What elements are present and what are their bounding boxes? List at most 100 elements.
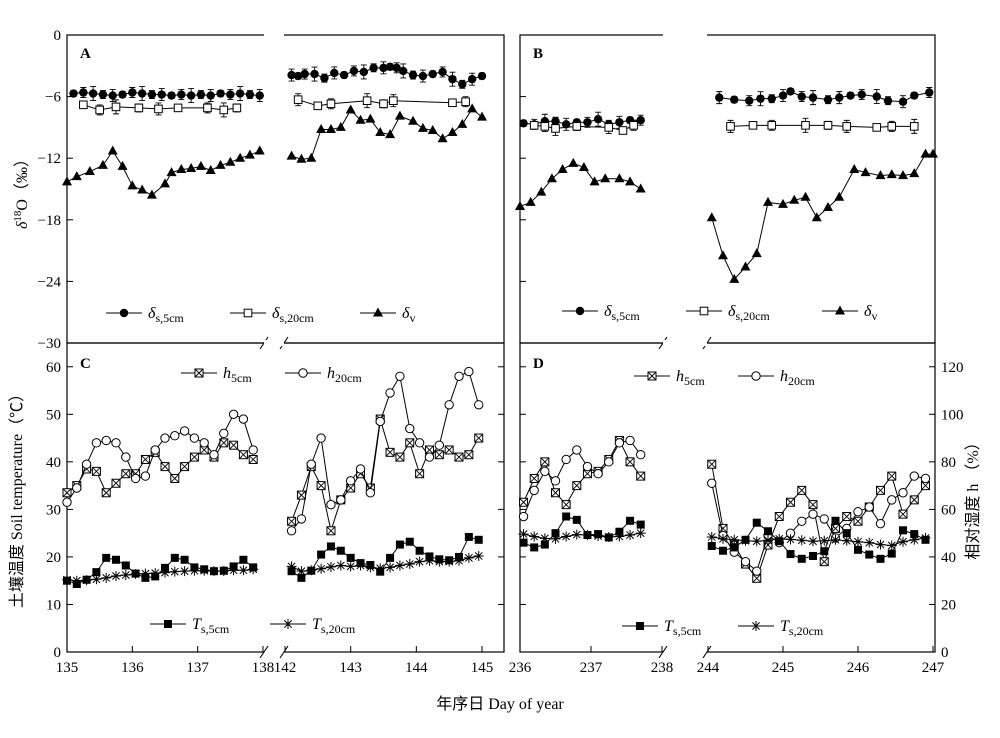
data-point: [887, 549, 896, 558]
data-point: [774, 533, 785, 544]
data-point: [316, 123, 327, 133]
data-point: [62, 176, 72, 186]
y2-tick-label: 120: [941, 360, 964, 376]
series-line: [711, 153, 933, 281]
y2-tick-label: 20: [941, 597, 956, 613]
data-point: [864, 537, 875, 548]
data-point: [525, 196, 536, 206]
data-point: [842, 512, 852, 522]
legend-label: Ts,5cm: [192, 616, 230, 636]
legend-label: h5cm: [676, 368, 705, 388]
data-point: [707, 478, 717, 488]
data-point: [101, 435, 111, 446]
data-point: [518, 529, 529, 540]
x-tick-label: 135: [56, 660, 79, 676]
data-point: [418, 71, 428, 81]
data-point: [928, 148, 938, 158]
data-point: [112, 555, 120, 564]
data-point: [355, 114, 366, 124]
data-point: [176, 163, 187, 173]
data-point: [424, 555, 435, 566]
data-point: [551, 488, 560, 498]
data-point: [849, 163, 860, 173]
series-line: [523, 439, 642, 517]
axis-break-gap: [264, 32, 284, 38]
data-point: [603, 531, 614, 542]
data-point: [424, 452, 435, 462]
legend-item: δs,5cm: [562, 303, 640, 323]
data-point: [326, 526, 336, 536]
data-point: [346, 553, 355, 562]
data-point: [228, 409, 239, 420]
data-point: [121, 452, 131, 462]
x-tick-label: 138: [252, 660, 275, 676]
data-point: [186, 162, 197, 172]
data-point: [819, 557, 829, 567]
data-point: [414, 438, 425, 448]
data-point: [786, 550, 795, 559]
data-point: [134, 103, 144, 113]
data-point: [797, 554, 806, 563]
data-point: [529, 485, 539, 496]
legend-label: δv: [402, 305, 415, 325]
data-point: [540, 540, 549, 549]
data-point: [751, 248, 762, 258]
series-line: [291, 370, 480, 532]
data-point: [209, 566, 219, 577]
data-point: [427, 124, 438, 134]
data-point: [448, 74, 457, 84]
data-point: [405, 537, 414, 546]
data-point: [823, 201, 833, 211]
series-line: [730, 124, 915, 128]
data-point: [823, 121, 833, 130]
data-point: [797, 92, 806, 101]
data-point: [477, 111, 487, 121]
data-point: [88, 89, 98, 98]
data-point: [910, 91, 919, 100]
data-point: [854, 545, 862, 554]
data-point: [464, 450, 474, 460]
data-point: [842, 122, 852, 131]
data-point: [767, 121, 777, 130]
panel-label-A: A: [80, 46, 91, 62]
data-point: [306, 459, 316, 469]
data-point: [846, 91, 855, 100]
data-point: [865, 550, 874, 559]
data-point: [551, 124, 560, 133]
data-point: [706, 531, 717, 542]
data-point: [536, 186, 547, 196]
legend-item: Ts,5cm: [150, 616, 230, 636]
x-tick-label: 246: [847, 660, 870, 676]
data-point: [834, 191, 845, 201]
data-point: [519, 497, 529, 507]
data-point: [326, 99, 336, 109]
data-point: [448, 98, 457, 108]
panel-frame-C: [66, 342, 505, 653]
legend-item: Ts,5cm: [622, 618, 702, 638]
data-point: [286, 526, 297, 536]
data-point: [796, 535, 807, 546]
data-point: [392, 63, 401, 73]
data-point: [150, 568, 161, 579]
data-point: [326, 542, 335, 551]
y2-tick-label: 80: [941, 455, 956, 471]
data-point: [819, 535, 830, 546]
data-point: [169, 566, 180, 577]
data-point: [864, 502, 874, 512]
data-point: [614, 531, 625, 542]
data-point: [130, 473, 141, 484]
data-point: [385, 388, 395, 398]
data-point: [336, 546, 345, 555]
data-point: [561, 500, 571, 510]
y-tick-label: 0: [54, 28, 62, 44]
data-point: [909, 534, 920, 545]
data-point: [625, 457, 635, 467]
data-point: [203, 103, 212, 113]
data-point: [405, 423, 415, 434]
data-point: [853, 536, 863, 547]
data-point: [296, 490, 306, 500]
legend-marker: [636, 622, 644, 630]
data-point: [887, 471, 897, 481]
legend-marker: [194, 368, 204, 378]
